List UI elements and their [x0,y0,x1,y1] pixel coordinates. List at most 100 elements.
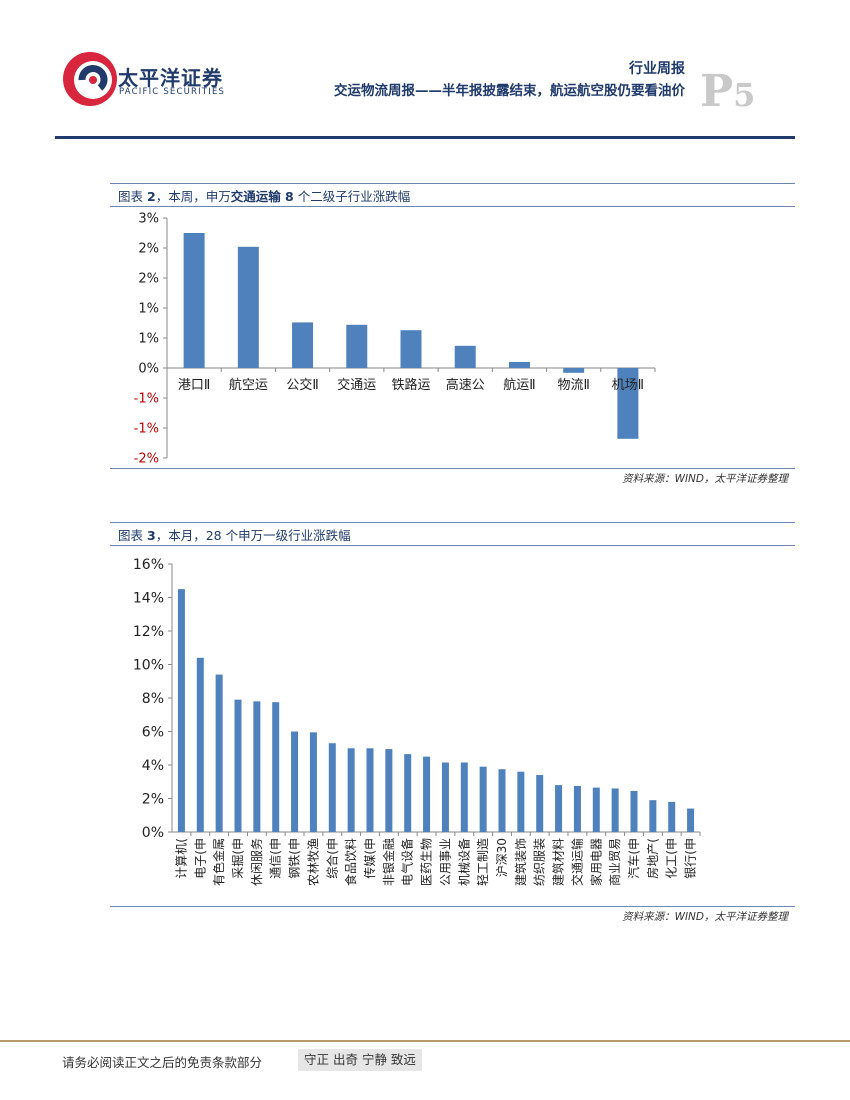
figure-3-caption-prefix: 图表 [118,528,147,543]
x-category-label: 商业贸易 [607,838,622,886]
x-category-label: 纺织服装 [533,838,547,886]
x-category-label: 铁路运 [391,377,430,393]
pacific-securities-logo [63,52,117,106]
bar [177,589,185,832]
x-category-label: 医药生物 [420,838,434,886]
header-rule [55,136,795,139]
x-category-label: 钢铁(申 [288,838,302,879]
page-number-letter: P [700,66,734,117]
chart-2: 0% 2% 4% 6% 8% 10% 12% 14% 16% 计算机(电子(申 有色金属 采掘(申 休闲… [133,557,701,886]
bar [237,246,259,368]
x-category-label: 建筑装饰 [513,838,528,886]
figure-3-caption: 图表 3，本月，28 个申万一级行业涨跌幅 [118,525,351,544]
figure-3-source: 资料来源：WIND，太平洋证券整理 [622,911,788,923]
bar [536,775,544,832]
x-category-label: 交通运输 [569,838,584,886]
y-tick-label: 1% [138,332,159,347]
bar [592,787,600,832]
bar [423,756,431,832]
y-tick-label: 16% [133,557,164,573]
y-tick-label: 6% [142,725,164,741]
logo-emblem-icon [63,52,117,106]
x-category-label: 计算机( [173,838,188,879]
doc-subtitle: 交运物流周报——半年报披露结束，航运航空股仍要看油价 [334,83,685,99]
x-category-label: 机械设备 [456,838,471,886]
bar [517,771,525,832]
bar [630,790,638,832]
y-tick-label: -1% [134,422,159,437]
y-tick-label: 8% [142,691,164,707]
bar [563,368,585,373]
y-tick-label: 0% [142,825,164,841]
y-tick-label: 10% [133,658,164,674]
x-category-label: 汽车(申 [626,838,641,879]
bar [366,748,374,832]
page-number-digit: 5 [733,76,756,114]
bar [328,743,336,832]
figure-2-caption-mid: ，本周，申万 [155,189,231,204]
y-tick-label: 2% [138,272,159,287]
x-category-label: 房地产( [645,838,660,879]
bar [309,732,317,832]
bar [479,766,487,832]
x-category-label: 综合(申 [324,838,339,879]
footer-rule [0,1040,850,1042]
bar [460,762,468,832]
x-category-label: 非银金融 [381,838,396,886]
x-category-label: 港口Ⅱ [178,378,210,393]
bar [215,674,223,832]
figure-2-caption-bold: 交通运输 8 [230,189,294,204]
x-category-label: 采掘(申 [230,838,245,879]
y-tick-label: -2% [134,452,159,467]
bar [385,749,393,832]
x-category-label: 传媒(申 [362,838,377,879]
x-category-label: 建筑材料 [551,838,566,886]
x-category-label: 航空运 [229,377,268,393]
x-category-label: 农林牧渔 [306,838,320,886]
x-category-label: 高速公 [446,377,485,393]
x-category-label: 电子(申 [193,838,207,879]
bar [196,657,204,832]
bar [508,362,530,368]
bar [668,801,676,832]
y-tick-label: 4% [142,758,164,774]
x-category-label: 机场Ⅱ [612,378,644,393]
figure-2-caption-suffix: 个二级子行业涨跌幅 [293,189,411,204]
y-tick-label: 14% [133,591,164,607]
footer-motto: 守正 出奇 宁静 致远 [298,1049,422,1071]
bar [272,702,280,832]
figure-2-source: 资料来源：WIND，太平洋证券整理 [622,473,788,485]
y-tick-label: 2% [138,242,159,257]
bar [404,754,412,832]
page-number: P5 [700,70,755,114]
bar [555,785,563,832]
figure-3-caption-mid: ，本月，28 个申万一级行业涨跌幅 [155,528,351,543]
doc-type: 行业周报 [629,61,685,77]
x-category-label: 航运Ⅱ [503,377,535,393]
figure-3-bottom-rule [110,906,795,907]
y-tick-label: 3% [138,212,159,227]
bar [617,368,639,439]
bar [292,322,314,368]
x-category-label: 沪深30 [495,838,509,877]
y-tick-label: -1% [134,392,159,407]
bar [454,345,476,368]
logo-text-en: PACIFIC SECURITIES [119,87,226,97]
footer-disclaimer: 请务必阅读正文之后的免责条款部分 [62,1055,263,1070]
bar [234,699,242,832]
figure-2-caption-num: 2 [146,189,156,204]
y-tick-label: 12% [133,624,164,640]
bar [611,788,619,832]
x-category-label: 家用电器 [588,838,603,886]
figure-2-bottom-rule [110,468,795,469]
figure-2-caption: 图表 2，本周，申万交通运输 8 个二级子行业涨跌幅 [118,186,410,205]
x-category-label: 电气设备 [400,838,415,886]
logo-text-cn: 太平洋证券 [118,66,223,90]
y-tick-label: 1% [138,302,159,317]
bar [183,233,205,368]
x-category-label: 银行(申 [684,838,698,879]
figure-2-caption-rule [110,206,795,207]
x-category-label: 公用事业 [438,838,452,886]
figure-3-caption-num: 3 [146,528,156,543]
figure-2-top-rule [110,183,795,184]
